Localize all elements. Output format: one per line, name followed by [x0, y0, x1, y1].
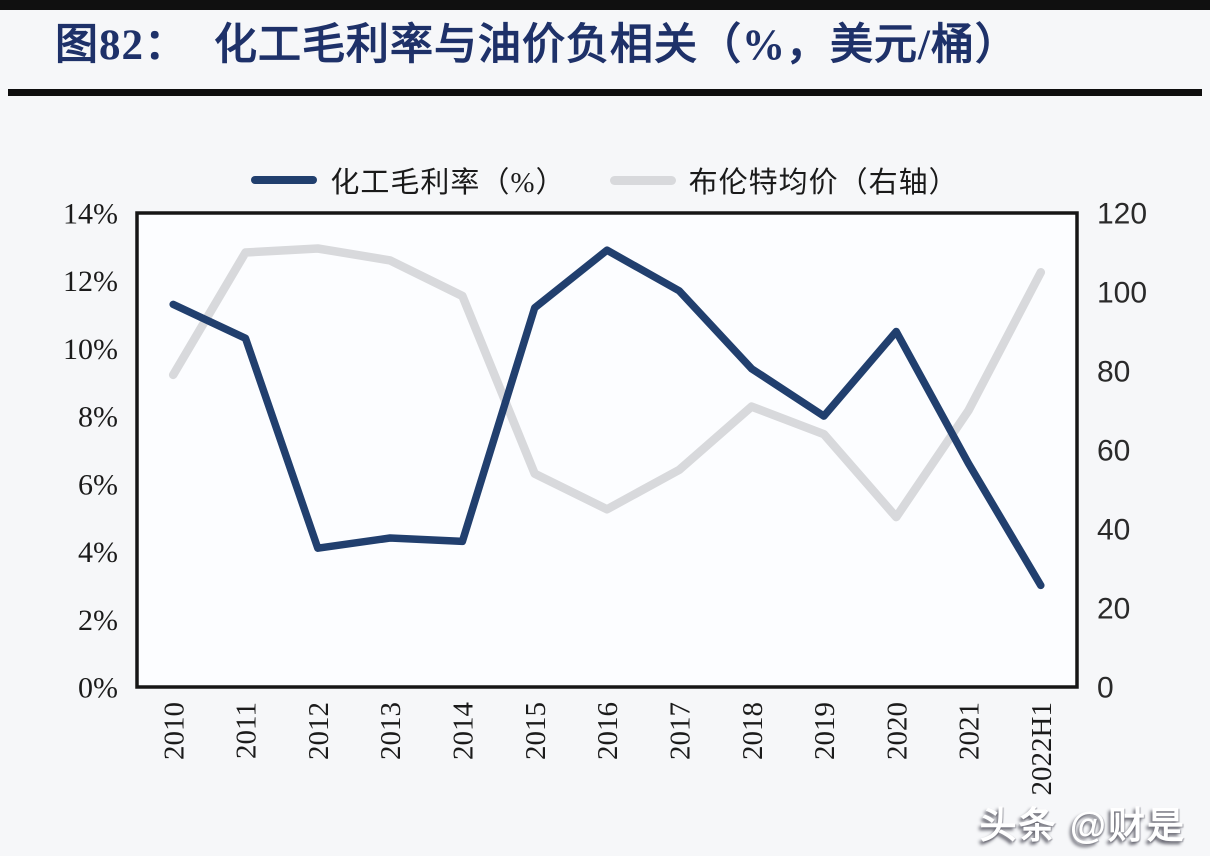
- figure-title-text: 化工毛利率与油价负相关（%，美元/桶）: [214, 22, 1019, 69]
- title-divider-rule: [8, 89, 1202, 96]
- y-axis-left-tick-label: 2%: [78, 604, 118, 637]
- y-axis-right-tick-label: 60: [1097, 435, 1130, 468]
- x-axis-tick-label: 2015: [520, 702, 552, 760]
- y-axis-right-tick-label: 0: [1097, 672, 1114, 705]
- x-axis-tick-label: 2016: [592, 702, 624, 760]
- x-axis-tick-label: 2017: [664, 702, 696, 760]
- x-axis-tick-label: 2011: [231, 702, 263, 759]
- y-axis-right-tick-label: 100: [1097, 277, 1147, 310]
- y-axis-right-tick-label: 80: [1097, 356, 1130, 389]
- y-axis-left-tick-label: 0%: [78, 672, 118, 705]
- y-axis-left-tick-label: 4%: [78, 536, 118, 569]
- page-title: 图82： 化工毛利率与油价负相关（%，美元/桶）: [55, 20, 1195, 72]
- legend-line-swatch-brent: [609, 175, 676, 185]
- y-axis-right-tick-label: 20: [1097, 593, 1130, 626]
- x-axis-tick-label: 2022H1: [1026, 702, 1058, 795]
- x-axis-tick-label: 2012: [303, 702, 335, 760]
- x-axis-tick-label: 2010: [158, 702, 190, 760]
- x-axis-tick-label: 2019: [809, 702, 841, 760]
- y-axis-left-tick-label: 12%: [63, 265, 118, 298]
- x-axis-tick-label: 2021: [954, 702, 986, 760]
- y-axis-left-tick-label: 8%: [78, 401, 118, 434]
- x-axis-tick-label: 2020: [881, 702, 913, 760]
- x-axis-tick-label: 2018: [737, 702, 769, 760]
- legend-item-brent: 布伦特均价（右轴）: [609, 159, 959, 201]
- y-axis-left-tick-label: 6%: [78, 468, 118, 501]
- series-line-margin: [169, 246, 1045, 590]
- y-axis-right-tick-label: 120: [1097, 198, 1147, 231]
- top-border-band: [0, 0, 1210, 10]
- legend-item-margin: 化工毛利率（%）: [251, 159, 565, 201]
- plot-area: [135, 211, 1079, 689]
- x-axis-tick-label: 2014: [448, 702, 480, 761]
- y-axis-left-tick-label: 10%: [63, 333, 118, 366]
- y-axis-left-tick-label: 14%: [63, 198, 118, 231]
- x-axis-tick-label: 2013: [375, 702, 407, 760]
- y-axis-right-tick-label: 40: [1097, 514, 1130, 547]
- figure-number: 图82：: [55, 22, 188, 69]
- series-line-brent: [168, 244, 1046, 522]
- chart-legend: 化工毛利率（%） 布伦特均价（右轴）: [0, 158, 1210, 202]
- legend-line-swatch-margin: [251, 176, 318, 184]
- legend-label-margin: 化工毛利率（%）: [330, 167, 566, 199]
- legend-label-brent: 布伦特均价（右轴）: [688, 167, 959, 199]
- watermark: 头条 @财是: [979, 805, 1186, 846]
